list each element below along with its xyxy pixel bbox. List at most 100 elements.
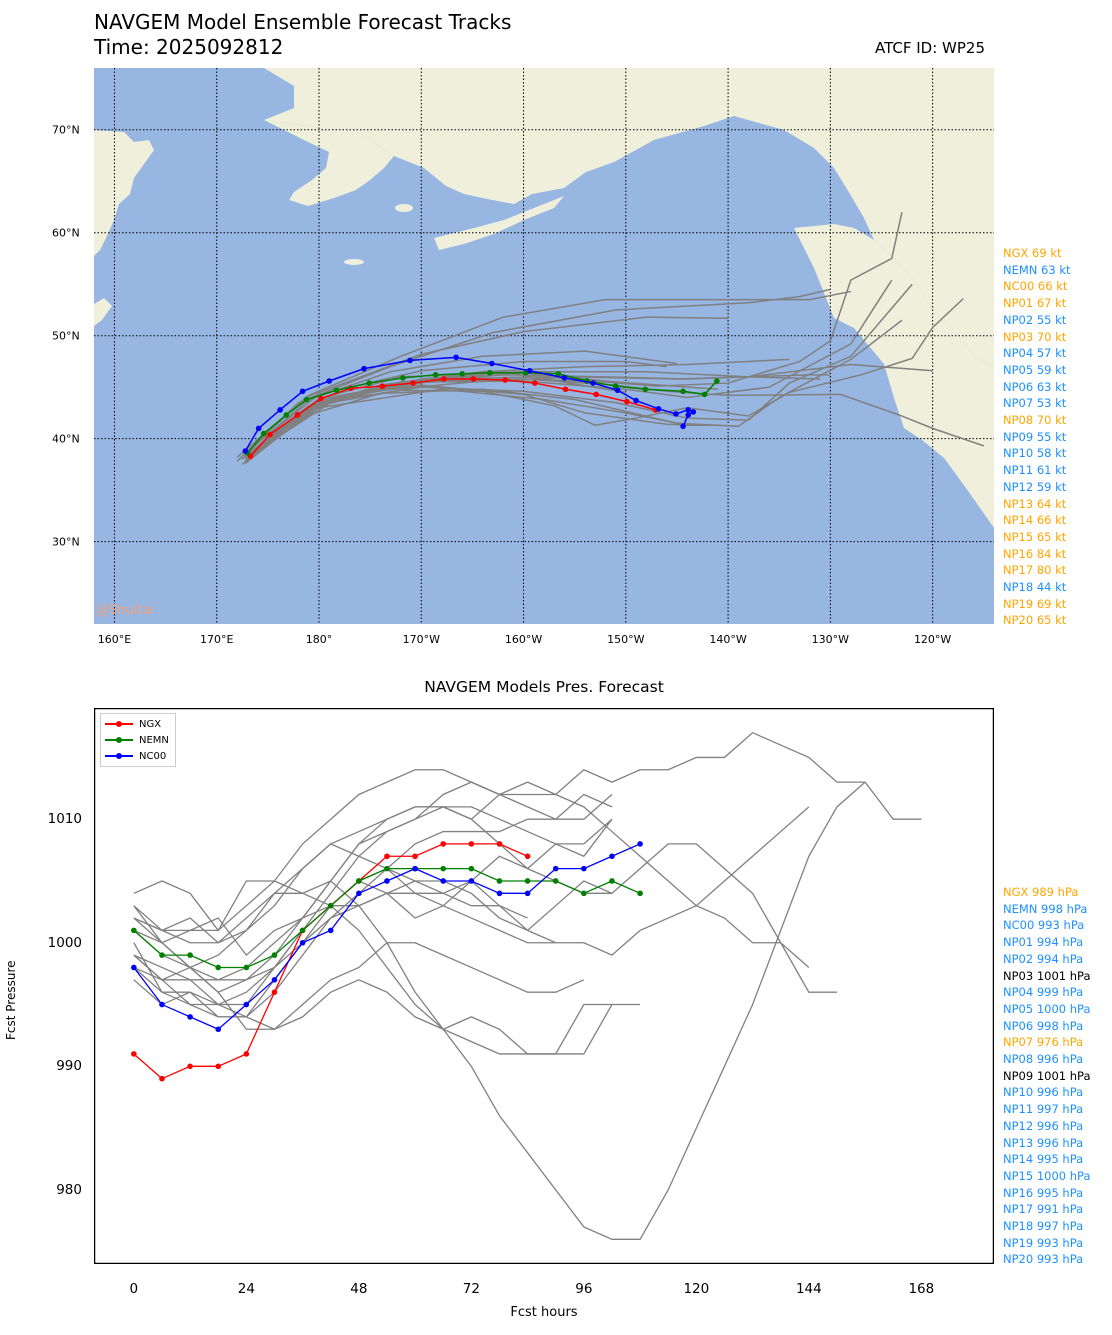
track-point-nc00	[277, 407, 283, 413]
forecast-time: Time: 2025092812	[94, 35, 284, 59]
track-point-nc00	[489, 360, 495, 367]
track-point-nc00	[453, 354, 459, 361]
pressure-point-ngx	[271, 989, 278, 995]
lon-tick-label: 170°W	[402, 633, 440, 646]
legend-entry: NP06 63 kt	[1003, 379, 1067, 394]
track-point-ngx	[379, 383, 386, 389]
ensemble-pressure-line	[133, 793, 613, 1006]
legend-line-swatch	[105, 721, 133, 727]
track-point-nc00	[673, 411, 679, 417]
pressure-point-nc00	[637, 841, 643, 847]
track-point-nc00	[561, 375, 568, 381]
legend-entry: NC00 993 hPa	[1003, 918, 1085, 933]
track-point-nc00	[680, 423, 686, 430]
legend-entry: NP05 1000 hPa	[1003, 1001, 1091, 1016]
x-axis-label: Fcst hours	[510, 1305, 578, 1320]
legend-entry: NP07 976 hPa	[1003, 1035, 1084, 1050]
pressure-point-nemn	[581, 890, 587, 897]
track-point-ngx	[440, 376, 447, 382]
legend-entry: NP13 64 kt	[1003, 496, 1067, 511]
track-nemn	[246, 372, 718, 454]
ensemble-track	[242, 316, 729, 456]
track-point-nemn	[486, 369, 493, 376]
legend-entry: NP15 65 kt	[1003, 529, 1067, 544]
track-point-nc00	[655, 406, 662, 412]
plot-legend: NGX NEMN NC00	[100, 713, 176, 767]
x-tick-label: 120	[683, 1281, 710, 1297]
track-point-nc00	[407, 357, 413, 364]
pressure-point-ngx	[524, 853, 531, 860]
chart-title: NAVGEM Model Ensemble Forecast Tracks	[94, 10, 512, 34]
pressure-point-nemn	[159, 952, 165, 958]
legend-entry: NP11 997 hPa	[1003, 1102, 1084, 1117]
x-tick-label: 24	[237, 1281, 255, 1297]
track-point-ngx	[531, 380, 538, 386]
ensemble-track	[246, 376, 718, 457]
ensemble-track	[241, 378, 985, 460]
legend-entry: NP16 995 hPa	[1003, 1185, 1084, 1200]
track-point-ngx	[318, 395, 324, 402]
legend-marker	[116, 737, 122, 743]
ensemble-pressure-line	[133, 781, 866, 1240]
ensemble-track	[246, 283, 913, 457]
track-point-nemn	[303, 396, 310, 403]
pressure-point-nemn	[243, 964, 250, 971]
legend-entry: NP20 993 hPa	[1003, 1252, 1084, 1267]
legend-line-swatch	[105, 753, 133, 759]
ensemble-pressure-line	[133, 781, 613, 1006]
track-point-ngx	[502, 377, 508, 383]
pressure-point-ngx	[243, 1051, 250, 1057]
pressure-point-nc00	[524, 890, 531, 897]
x-tick-label: 72	[462, 1281, 480, 1297]
track-point-nc00	[526, 367, 533, 374]
track-point-ngx	[410, 380, 416, 386]
pressure-point-ngx	[496, 841, 503, 847]
land-island-3	[344, 259, 364, 265]
wind-legend: NGX 69 kt NEMN 63 kt NC00 66 kt NP01 67 kt N…	[1003, 245, 1071, 629]
ensemble-pressure-line	[133, 806, 613, 957]
legend-entry: NP19 69 kt	[1003, 596, 1067, 611]
pressure-point-nemn	[440, 865, 447, 872]
legend-marker	[116, 753, 122, 759]
track-point-nemn	[366, 380, 372, 386]
ensemble-track	[238, 350, 678, 460]
track-point-nc00	[299, 388, 306, 395]
track-point-ngx	[267, 431, 273, 438]
track-point-nemn	[714, 378, 720, 384]
track-point-nemn	[432, 372, 439, 378]
ensemble-track	[244, 298, 964, 464]
plot-legend-entry: NGX	[105, 717, 161, 731]
track-point-ngx	[294, 412, 301, 418]
legend-label: NEMN	[139, 734, 169, 746]
pressure-point-nc00	[356, 890, 362, 897]
legend-entry: NP12 59 kt	[1003, 479, 1067, 494]
y-tick-label: 990	[56, 1058, 82, 1075]
track-point-nemn	[333, 387, 340, 394]
legend-entry: NP05 59 kt	[1003, 362, 1067, 377]
legend-entry: NP09 1001 hPa	[1003, 1068, 1091, 1083]
pressure-point-nc00	[468, 878, 475, 884]
lon-tick-label: 160°E	[97, 633, 132, 646]
pressure-point-nc00	[609, 853, 615, 860]
track-point-nc00	[361, 365, 367, 372]
ensemble-track	[246, 360, 667, 452]
pressure-point-nemn	[215, 964, 222, 971]
lon-tick-label: 150°W	[607, 633, 645, 646]
land-island-2	[395, 204, 413, 212]
pressure-point-nc00	[496, 890, 503, 897]
x-tick-label: 144	[795, 1281, 822, 1297]
pressure-point-nemn	[552, 878, 559, 884]
pressure-point-nc00	[215, 1026, 222, 1033]
legend-entry: NEMN 998 hPa	[1003, 901, 1088, 916]
ensemble-pressure-line	[133, 954, 641, 1055]
pressure-point-nemn	[637, 890, 643, 897]
track-point-nc00	[255, 425, 262, 432]
plot-frame	[94, 708, 994, 1264]
land-siberia-south	[94, 298, 112, 326]
pressure-point-ngx	[412, 853, 418, 860]
y-tick-label: 1000	[47, 934, 82, 951]
track-point-nc00	[690, 409, 697, 415]
ensemble-pressure-line	[133, 929, 585, 1030]
pressure-point-nc00	[327, 927, 334, 934]
map-gridlines	[94, 68, 994, 624]
